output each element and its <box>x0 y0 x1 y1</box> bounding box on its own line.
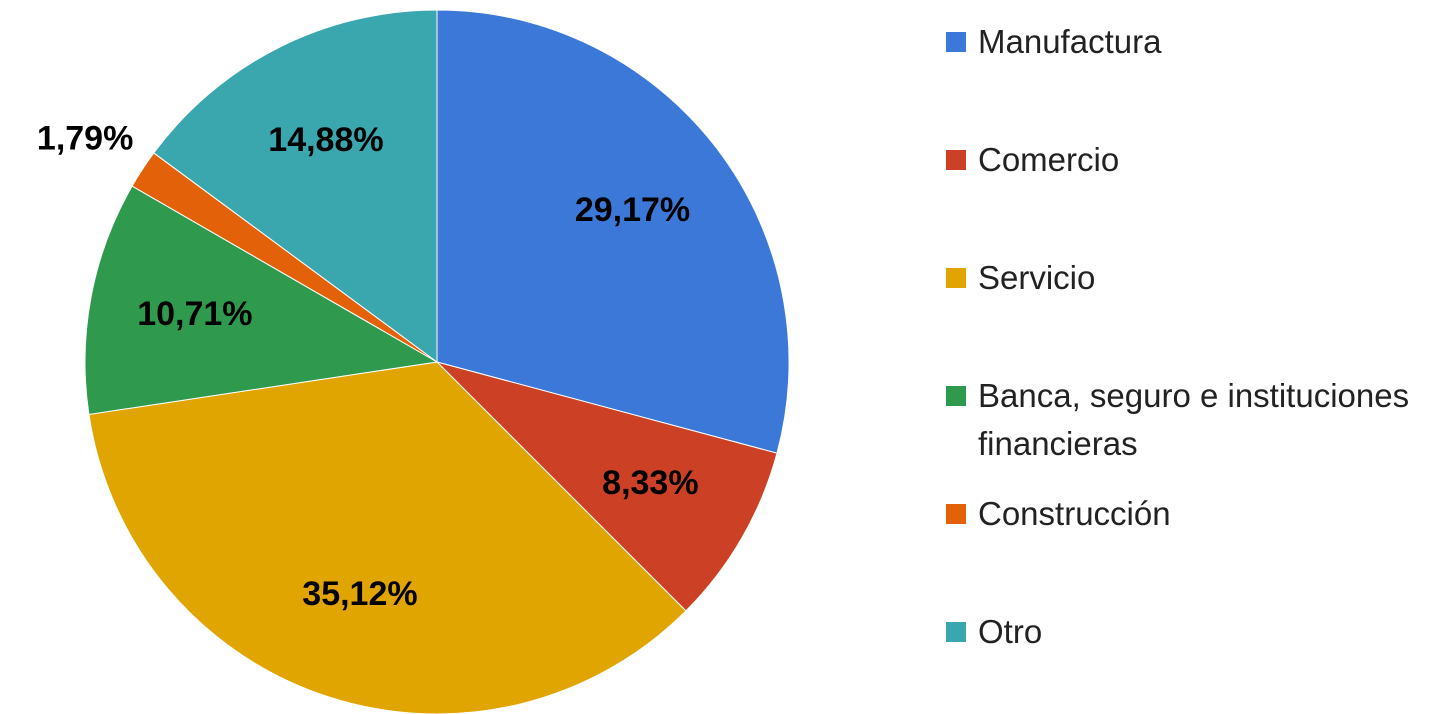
legend-item: Banca, seguro e instituciones financiera… <box>946 372 1432 468</box>
legend-label: Otro <box>978 613 1043 650</box>
slice <box>436 9 790 454</box>
slice-label: 1,79% <box>37 119 133 157</box>
legend-swatch <box>946 504 966 524</box>
legend-item: Manufactura <box>946 18 1432 66</box>
legend-swatch <box>946 622 966 642</box>
legend-swatch <box>946 386 966 406</box>
slice-label: 10,71% <box>137 295 252 333</box>
legend-label: Banca, seguro e instituciones financiera… <box>978 377 1410 462</box>
slice-label: 8,33% <box>602 464 698 502</box>
legend-item: Otro <box>946 608 1432 656</box>
slice-label: 29,17% <box>575 191 690 229</box>
legend-item: Construcción <box>946 490 1432 538</box>
legend-swatch <box>946 150 966 170</box>
legend-label: Servicio <box>978 259 1096 296</box>
slice <box>435 361 778 612</box>
legend-item: Servicio <box>946 254 1432 302</box>
slice <box>84 185 439 416</box>
legend-swatch <box>946 32 966 52</box>
legend-swatch <box>946 268 966 288</box>
slice <box>153 9 438 363</box>
legend-label: Construcción <box>978 495 1171 532</box>
legend-label: Manufactura <box>978 23 1162 60</box>
slice-label: 14,88% <box>268 121 383 159</box>
legend-item: Comercio <box>946 136 1432 184</box>
pie: 29,17% 8,33% 35,12% 10,71% 1,79% 14,88% <box>37 9 790 714</box>
slice <box>88 361 687 714</box>
legend-label: Comercio <box>978 141 1120 178</box>
slice-label: 35,12% <box>302 575 417 613</box>
